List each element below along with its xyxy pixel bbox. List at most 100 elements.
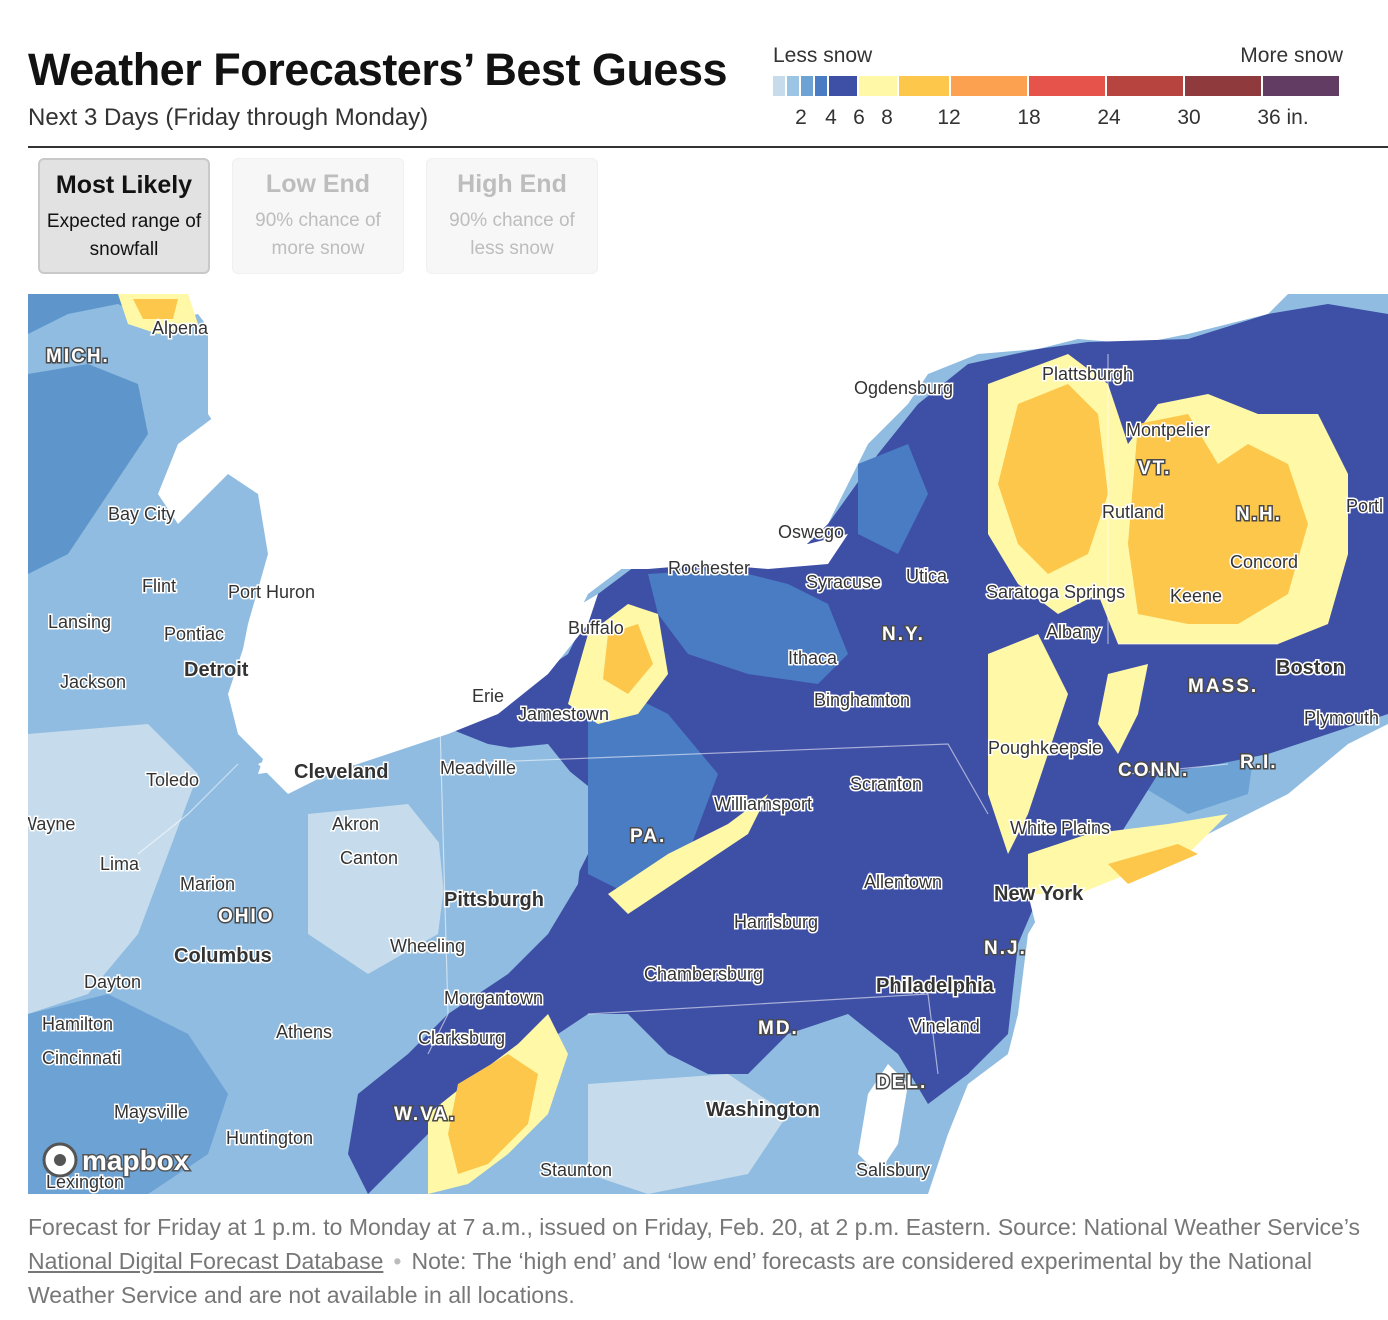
- city-label-binghamton: Binghamton: [814, 690, 910, 710]
- city-label-erie: Erie: [472, 686, 504, 706]
- state-label-wva: W.VA.: [394, 1104, 456, 1125]
- city-label-saratoga-springs: Saratoga Springs: [986, 582, 1125, 602]
- legend-tick: 2: [795, 106, 807, 129]
- legend-swatch: [787, 76, 799, 96]
- legend-swatch: [801, 76, 813, 96]
- city-label-akron: Akron: [332, 814, 379, 834]
- city-label-staunton: Staunton: [540, 1160, 612, 1180]
- legend-tick: 18: [1017, 106, 1041, 129]
- state-label-ohio: OHIO: [218, 906, 275, 927]
- snow-gold-li: [1108, 844, 1198, 884]
- city-label-albany: Albany: [1046, 622, 1101, 642]
- city-label-detroit: Detroit: [184, 659, 249, 681]
- city-label-rutland: Rutland: [1102, 502, 1164, 522]
- city-labels: Alpena Bay City Flint Port Huron Lansing…: [28, 317, 1385, 1194]
- tab-low-end[interactable]: Low End 90% chance of more snow: [232, 158, 404, 274]
- land-mid-ny: [648, 569, 848, 684]
- city-label-ithaca: Ithaca: [788, 648, 838, 668]
- snowfall-map[interactable]: MICH. OHIO PA. N.Y. VT. N.H. MASS. CONN.…: [28, 294, 1388, 1194]
- state-label-conn: CONN.: [1118, 760, 1189, 781]
- city-label-philadelphia: Philadelphia: [876, 975, 995, 997]
- map-canvas[interactable]: MICH. OHIO PA. N.Y. VT. N.H. MASS. CONN.…: [28, 294, 1388, 1194]
- city-label-toledo: Toledo: [146, 770, 199, 790]
- caption-separator: •: [393, 1248, 402, 1274]
- state-label-mich: MICH.: [46, 346, 110, 367]
- city-label-oswego: Oswego: [778, 522, 844, 542]
- mapbox-wordmark: mapbox: [82, 1145, 190, 1176]
- header-divider: [28, 146, 1388, 148]
- city-label-syracuse: Syracuse: [806, 572, 881, 592]
- city-label-canton: Canton: [340, 848, 398, 868]
- land-light-pa-west: [438, 744, 588, 974]
- city-label-jackson: Jackson: [60, 672, 126, 692]
- ndfd-link[interactable]: National Digital Forecast Database: [28, 1248, 384, 1274]
- city-label-new-york: New York: [994, 883, 1084, 905]
- source-caption: Forecast for Friday at 1 p.m. to Monday …: [28, 1210, 1380, 1312]
- state-labels: MICH. OHIO PA. N.Y. VT. N.H. MASS. CONN.…: [45, 345, 1282, 1127]
- land-mid-mi: [28, 364, 148, 574]
- city-label-poughkeepsie: Poughkeepsie: [988, 738, 1102, 758]
- city-label-rochester: Rochester: [668, 558, 750, 578]
- legend-swatch: [1263, 76, 1339, 96]
- city-label-lexington: Lexington: [46, 1172, 124, 1192]
- snow-yellow-hudson: [988, 634, 1068, 854]
- legend-tick: 8: [881, 106, 893, 129]
- snow-gold-mich: [133, 299, 178, 319]
- legend-swatch: [899, 76, 949, 96]
- legend-less-label: Less snow: [773, 44, 873, 67]
- state-label-ny: N.Y.: [882, 624, 925, 645]
- mapbox-icon-core: [54, 1154, 66, 1166]
- legend-more-label: More snow: [1240, 44, 1343, 67]
- atlantic-ocean: [948, 774, 1388, 1194]
- legend-swatch: [1107, 76, 1183, 96]
- legend-tick: 30: [1177, 106, 1201, 129]
- city-label-boston: Boston: [1276, 657, 1345, 679]
- legend-tick: 24: [1097, 106, 1121, 129]
- city-label-meadville: Meadville: [440, 758, 516, 778]
- tab-high-end-label: High End: [457, 170, 567, 198]
- state-label-mass: MASS.: [1188, 676, 1258, 697]
- snow-gold-adirondacks: [998, 384, 1108, 574]
- mapbox-logo[interactable]: mapbox: [42, 1142, 191, 1178]
- tab-high-end[interactable]: High End 90% chance of less snow: [426, 158, 598, 274]
- city-label-buffalo: Buffalo: [568, 618, 624, 638]
- city-label-athens: Athens: [276, 1022, 332, 1042]
- land-light-va: [588, 1074, 788, 1194]
- city-label-washington: Washington: [706, 1099, 820, 1121]
- legend-swatch: [859, 76, 897, 96]
- city-label-scranton: Scranton: [850, 774, 922, 794]
- legend-swatch: [1029, 76, 1105, 96]
- tab-most-likely[interactable]: Most Likely Expected range of snowfall: [38, 158, 210, 274]
- city-label-morgantown: Morgantown: [444, 988, 543, 1008]
- snow-yellow-pa-streaks: [608, 794, 768, 914]
- tab-high-end-desc: 90% chance of less snow: [449, 210, 575, 259]
- city-label-columbus: Columbus: [174, 945, 272, 967]
- legend-tick: 6: [853, 106, 865, 129]
- city-label-concord: Concord: [1230, 552, 1298, 572]
- city-label-harrisburg: Harrisburg: [734, 912, 818, 932]
- city-label-chambersburg: Chambersburg: [644, 964, 763, 984]
- city-label-flint: Flint: [142, 576, 176, 596]
- land-mid-adirondack: [858, 444, 928, 554]
- legend-swatch: [1185, 76, 1261, 96]
- land-light-west: [28, 724, 198, 1014]
- city-label-williamsport: Williamsport: [714, 794, 812, 814]
- land-mid-oh: [28, 994, 228, 1194]
- snow-gold-wva: [448, 1054, 538, 1174]
- city-label-huntington: Huntington: [226, 1128, 313, 1148]
- state-label-nj: N.J.: [984, 938, 1027, 959]
- tab-most-likely-label: Most Likely: [55, 171, 193, 199]
- caption-text-1: Forecast for Friday at 1 p.m. to Monday …: [28, 1214, 1361, 1240]
- land-light-ohio: [308, 804, 448, 974]
- lake-huron: [208, 294, 878, 764]
- city-label-lansing: Lansing: [48, 612, 111, 632]
- city-label-clarksburg: Clarksburg: [418, 1028, 505, 1048]
- state-label-del: DEL.: [876, 1072, 927, 1093]
- page-title: Weather Forecasters’ Best Guess: [28, 44, 728, 95]
- legend-swatch: [829, 76, 857, 96]
- snow-yellow-li: [1028, 814, 1228, 894]
- legend-swatch: [951, 76, 1027, 96]
- city-label-cincinnati: Cincinnati: [42, 1048, 121, 1068]
- snow-legend: Less snow More snow 2 4 6 8 12 18 24 30 36 in.: [773, 44, 1343, 134]
- city-label-keene: Keene: [1170, 586, 1222, 606]
